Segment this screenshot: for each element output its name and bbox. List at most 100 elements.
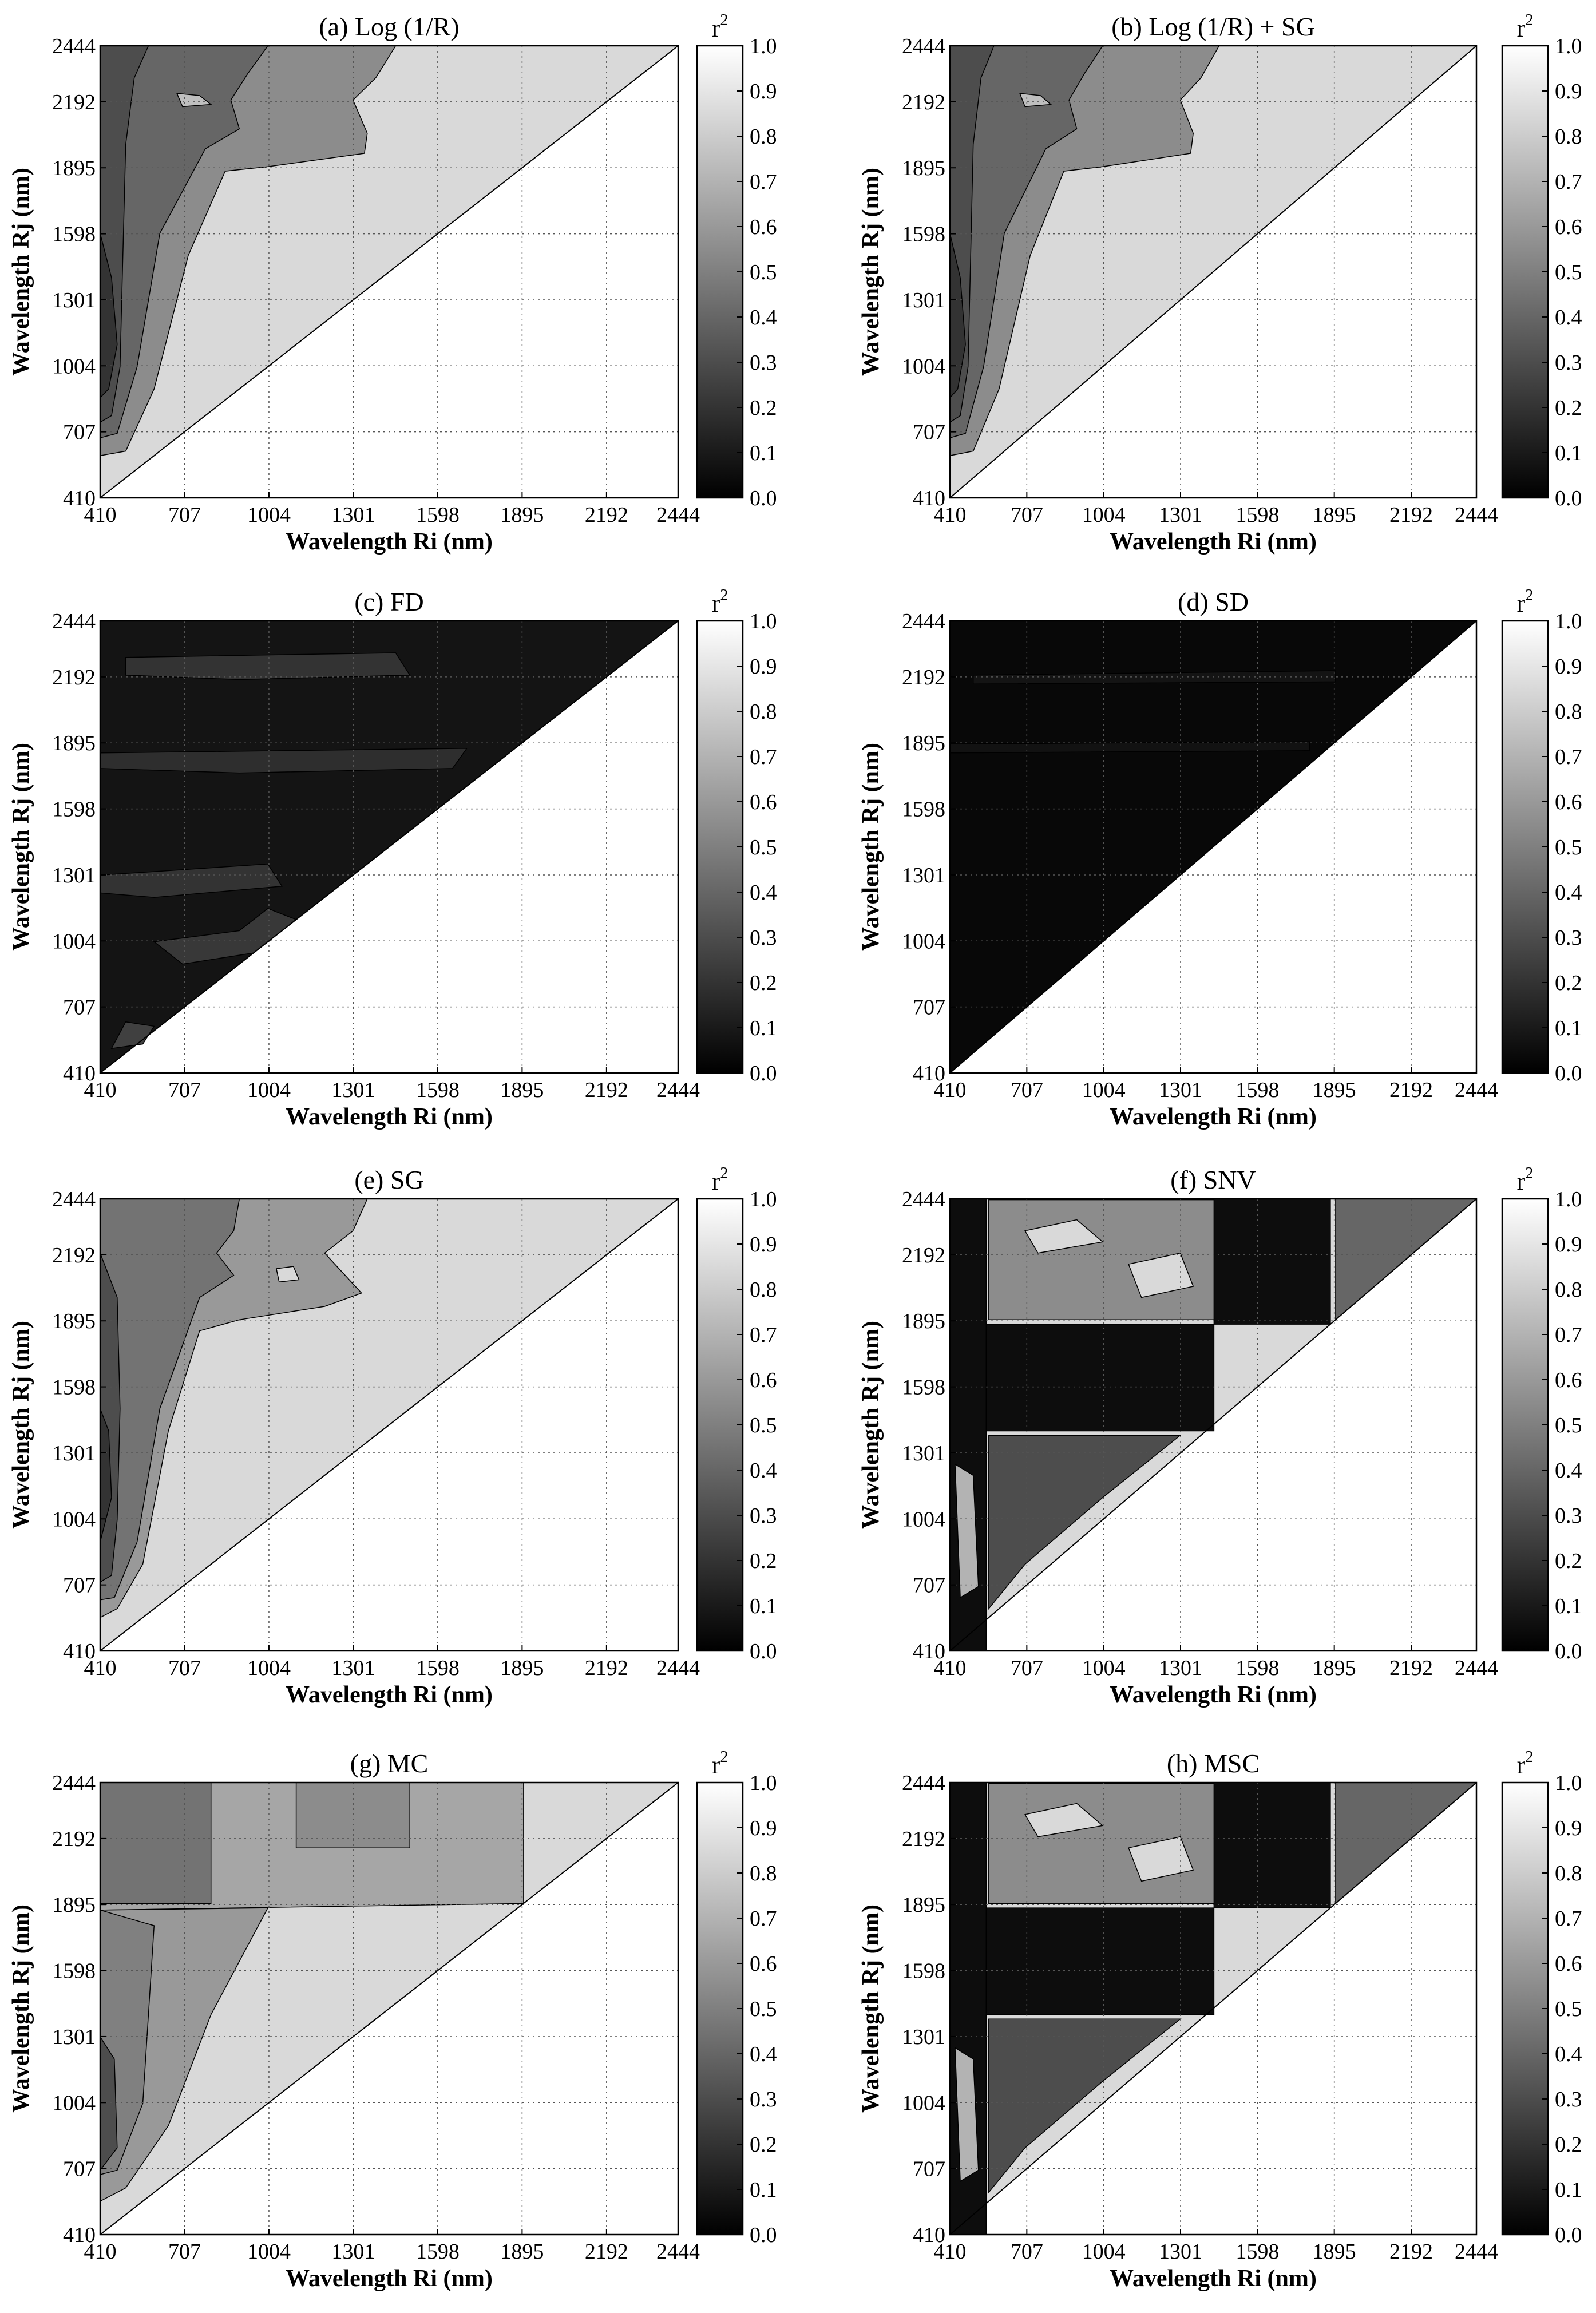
colorbar-tick-label: 0.0: [1555, 1639, 1582, 1664]
contour-region: [100, 864, 283, 898]
x-tick-label: 2444: [1455, 503, 1498, 527]
colorbar-tick-label: 0.1: [750, 2178, 777, 2202]
colorbar-tick-label: 0.6: [750, 1952, 777, 1976]
contour-region: [1024, 1803, 1104, 1837]
colorbar-tick-label: 0.0: [750, 1062, 777, 1086]
plot-frame: [99, 620, 679, 1074]
x-axis-label: Wavelength Ri (nm): [1110, 1682, 1317, 1708]
y-tick-label: 2444: [902, 609, 945, 633]
panel-title: (b) Log (1/R) + SG: [1111, 12, 1315, 41]
y-tick-label: 1598: [52, 798, 96, 822]
colorbar-tick-label: 0.4: [750, 881, 777, 905]
colorbar-label: r2: [1517, 1748, 1534, 1779]
y-tick-label: 1301: [52, 1441, 96, 1466]
colorbar-tick-label: 1.0: [750, 1771, 777, 1795]
y-axis-label: Wavelength Rj (nm): [8, 168, 34, 376]
colorbar-tick-label: 0.4: [750, 306, 777, 330]
y-tick-label: 1895: [902, 1309, 945, 1333]
panel-title: (h) MSC: [1167, 1749, 1260, 1778]
colorbar-tick-label: 0.4: [1555, 306, 1582, 330]
colorbar-tick-label: 0.0: [750, 1639, 777, 1664]
y-tick-label: 2192: [52, 1827, 96, 1851]
x-tick-label: 1598: [416, 2240, 460, 2264]
x-axis-label: Wavelength Ri (nm): [1110, 2266, 1317, 2292]
x-tick-label: 1598: [416, 503, 460, 527]
y-tick-label: 2192: [902, 90, 945, 114]
colorbar-tick-label: 0.3: [750, 351, 777, 375]
x-tick-label: 1895: [1313, 2240, 1356, 2264]
colorbar-tick-label: 0.5: [1555, 1413, 1582, 1437]
colorbar-tick-label: 0.7: [750, 170, 777, 194]
y-tick-label: 707: [63, 2157, 96, 2181]
y-tick-label: 410: [63, 1062, 96, 1086]
plot-frame: [99, 1198, 679, 1652]
x-tick-label: 1895: [1313, 503, 1356, 527]
x-axis-label: Wavelength Ri (nm): [286, 529, 493, 555]
contour-region: [110, 1021, 155, 1049]
grid-lines: [100, 46, 678, 498]
x-tick-label: 410: [934, 503, 967, 527]
colorbar-tick-label: 0.9: [1555, 1233, 1582, 1257]
x-tick-label: 2444: [1455, 2240, 1498, 2264]
contour-region: [1128, 1836, 1194, 1882]
contour-region: [100, 46, 268, 438]
x-tick-label: 1598: [416, 1078, 460, 1102]
y-tick-label: 1598: [902, 1376, 945, 1400]
y-tick-label: 1598: [52, 1376, 96, 1400]
colorbar-gradient: [1501, 1781, 1549, 2236]
colorbar-tick-label: 0.2: [1555, 2133, 1582, 2157]
colorbar-tick-label: 0.9: [750, 655, 777, 679]
colorbar: 0.0 0.1 0.2 0.3 0.4 0.5 0.6 0.7 0.8 0.9 1.0 r2: [696, 587, 777, 1086]
colorbar-tick-label: 1.0: [1555, 609, 1582, 633]
colorbar-tick-label: 0.3: [1555, 351, 1582, 375]
x-tick-label: 2192: [585, 2240, 628, 2264]
colorbar-tick-label: 0.1: [750, 1594, 777, 1618]
plot-frame: [949, 1781, 1478, 2236]
y-tick-label: 410: [913, 486, 945, 510]
colorbar-tick-label: 0.2: [1555, 396, 1582, 420]
contour-region: [100, 1408, 112, 1542]
x-tick-label: 2192: [1389, 1656, 1433, 1680]
colorbar-tick-label: 0.7: [1555, 1907, 1582, 1931]
x-tick-label: 410: [934, 1656, 967, 1680]
x-tick-label: 1301: [1159, 1656, 1202, 1680]
contour-region: [1024, 1219, 1104, 1254]
x-axis-label: Wavelength Ri (nm): [286, 1682, 493, 1708]
plot-frame: [99, 1781, 679, 2236]
colorbar-tick-label: 0.6: [750, 215, 777, 239]
x-tick-label: 1895: [500, 1078, 544, 1102]
y-tick-label: 1895: [52, 156, 96, 180]
colorbar-tick-label: 0.1: [750, 441, 777, 465]
colorbar-tick-label: 0.4: [1555, 1459, 1582, 1483]
y-tick-label: 707: [913, 2157, 945, 2181]
y-tick-label: 1895: [902, 731, 945, 755]
colorbar-tick-label: 0.9: [750, 80, 777, 104]
x-tick-label: 2444: [656, 2240, 700, 2264]
colorbar-tick-label: 0.3: [1555, 926, 1582, 950]
colorbar-tick-label: 0.2: [750, 396, 777, 420]
contour-region: [955, 2047, 979, 2183]
y-tick-label: 2444: [902, 34, 945, 58]
x-tick-label: 1301: [331, 1656, 375, 1680]
y-tick-label: 1301: [902, 864, 945, 888]
colorbar-tick-label: 0.8: [750, 125, 777, 149]
x-axis-label: Wavelength Ri (nm): [286, 2266, 493, 2292]
x-tick-label: 2444: [656, 1656, 700, 1680]
x-tick-label: 707: [1011, 1656, 1043, 1680]
x-tick-label: 1004: [1082, 2240, 1126, 2264]
colorbar-label: r2: [712, 587, 728, 617]
y-tick-label: 707: [913, 1574, 945, 1598]
contour-region: [1213, 1199, 1331, 1325]
y-tick-label: 1598: [52, 223, 96, 247]
y-tick-label: 1895: [902, 1893, 945, 1917]
y-tick-label: 2444: [52, 1771, 96, 1795]
panel-f: 410 707 1004 1301 1598 1895 2192 2444 410 707 1004…: [858, 1165, 1582, 1708]
colorbar-tick-label: 0.1: [1555, 2178, 1582, 2202]
colorbar-label: r2: [712, 1748, 728, 1779]
colorbar-gradient: [1501, 1198, 1549, 1652]
colorbar-label-superscript: 2: [720, 1748, 728, 1766]
grid-lines: [950, 1783, 1476, 2235]
diagonal-line: [949, 620, 1477, 1074]
colorbar-tick-label: 0.8: [1555, 1278, 1582, 1302]
x-tick-label: 1895: [500, 503, 544, 527]
